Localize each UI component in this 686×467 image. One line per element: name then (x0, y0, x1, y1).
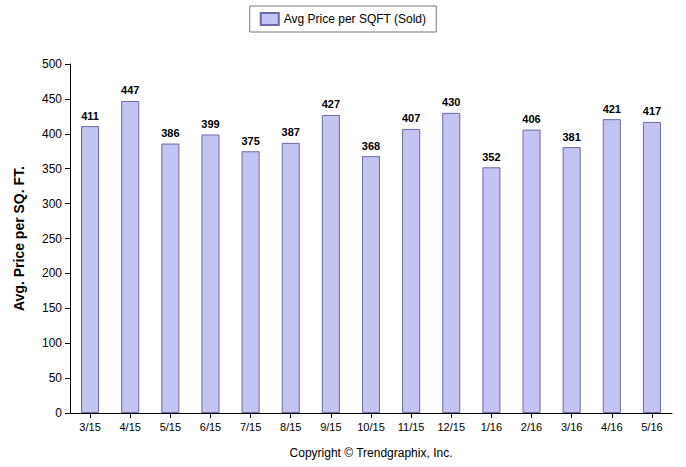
svg-text:450: 450 (42, 92, 62, 106)
svg-text:5/15: 5/15 (160, 421, 181, 433)
svg-text:11/15: 11/15 (398, 421, 425, 433)
svg-text:1/16: 1/16 (481, 421, 502, 433)
svg-text:350: 350 (42, 162, 62, 176)
svg-text:387: 387 (282, 126, 300, 138)
svg-text:500: 500 (42, 57, 62, 71)
svg-text:407: 407 (402, 112, 420, 124)
svg-text:Copyright © Trendgraphix, Inc.: Copyright © Trendgraphix, Inc. (290, 446, 453, 460)
svg-text:3/15: 3/15 (79, 421, 100, 433)
svg-text:381: 381 (562, 131, 580, 143)
svg-text:Avg Price per SQFT (Sold): Avg Price per SQFT (Sold) (284, 12, 426, 26)
svg-text:430: 430 (442, 96, 460, 108)
svg-text:50: 50 (49, 371, 63, 385)
svg-text:0: 0 (55, 406, 62, 420)
svg-text:386: 386 (161, 127, 179, 139)
svg-text:200: 200 (42, 266, 62, 280)
svg-text:399: 399 (201, 118, 219, 130)
svg-text:6/15: 6/15 (200, 421, 221, 433)
svg-text:100: 100 (42, 336, 62, 350)
svg-text:4/15: 4/15 (119, 421, 140, 433)
svg-text:8/15: 8/15 (280, 421, 301, 433)
svg-text:9/15: 9/15 (320, 421, 341, 433)
svg-text:10/15: 10/15 (357, 421, 385, 433)
svg-text:4/16: 4/16 (601, 421, 622, 433)
svg-text:406: 406 (522, 113, 540, 125)
svg-text:300: 300 (42, 197, 62, 211)
svg-text:417: 417 (643, 105, 661, 117)
svg-text:2/16: 2/16 (521, 421, 542, 433)
svg-text:400: 400 (42, 127, 62, 141)
svg-text:375: 375 (241, 135, 259, 147)
svg-text:7/15: 7/15 (240, 421, 261, 433)
svg-text:Avg. Price per SQ. FT.: Avg. Price per SQ. FT. (11, 166, 27, 311)
svg-text:3/16: 3/16 (561, 421, 582, 433)
svg-text:427: 427 (322, 98, 340, 110)
svg-text:12/15: 12/15 (438, 421, 466, 433)
svg-text:5/16: 5/16 (641, 421, 662, 433)
svg-text:368: 368 (362, 140, 380, 152)
svg-text:352: 352 (482, 151, 500, 163)
svg-text:250: 250 (42, 232, 62, 246)
svg-text:150: 150 (42, 301, 62, 315)
svg-text:411: 411 (81, 110, 99, 122)
svg-text:447: 447 (121, 84, 139, 96)
svg-text:421: 421 (603, 103, 621, 115)
